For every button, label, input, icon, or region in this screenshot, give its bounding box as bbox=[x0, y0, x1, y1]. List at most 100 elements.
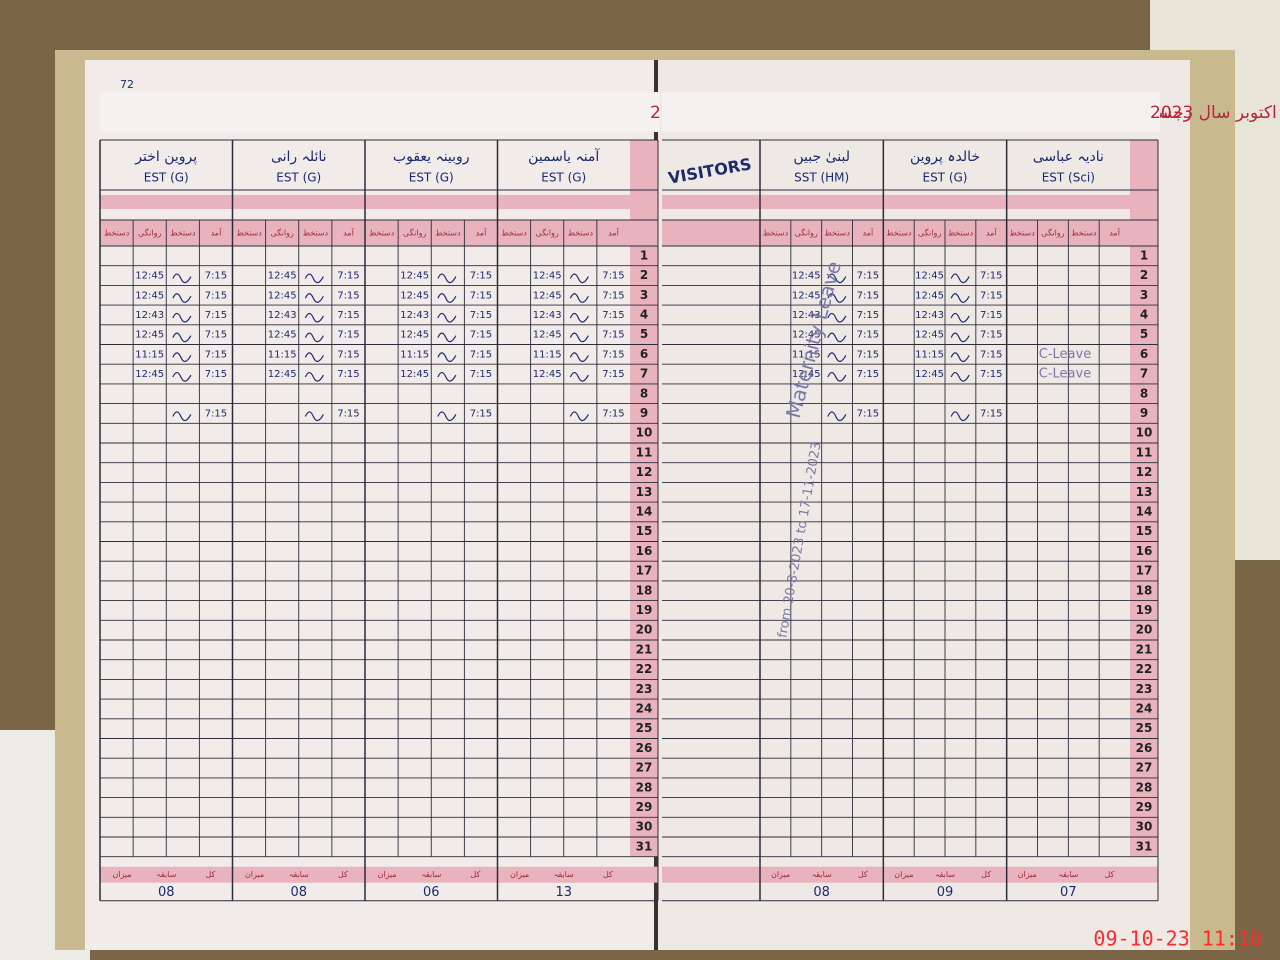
time-in: 7:15 bbox=[857, 330, 879, 341]
day-number: 25 bbox=[1136, 721, 1153, 735]
signature bbox=[437, 352, 457, 362]
page-number: 72 bbox=[120, 78, 134, 91]
summary-head: کل bbox=[338, 870, 348, 879]
day-number: 6 bbox=[1140, 347, 1148, 361]
signature bbox=[172, 352, 192, 362]
day-number: 4 bbox=[640, 307, 648, 321]
day-number: 8 bbox=[1140, 386, 1148, 400]
time-in: 7:15 bbox=[857, 349, 879, 360]
signature bbox=[437, 293, 457, 303]
time-out: 12:45 bbox=[533, 271, 562, 282]
time-in: 7:15 bbox=[602, 310, 624, 321]
day-number: 15 bbox=[1136, 524, 1153, 538]
day-number: 22 bbox=[1136, 662, 1153, 676]
time-out: 12:45 bbox=[268, 330, 297, 341]
signature bbox=[304, 273, 324, 284]
signature bbox=[827, 352, 847, 362]
column-head: دستخط bbox=[948, 229, 974, 238]
time-in: 7:15 bbox=[980, 408, 1002, 419]
time-out: 12:45 bbox=[400, 271, 429, 282]
time-out: 12:45 bbox=[268, 271, 297, 282]
time-out: 12:43 bbox=[533, 310, 562, 321]
time-out: 12:45 bbox=[792, 369, 821, 380]
column-head: آمد bbox=[476, 228, 487, 238]
column-head: دستخط bbox=[886, 229, 912, 238]
signature bbox=[950, 293, 970, 303]
summary-head: میزان bbox=[377, 870, 396, 879]
summary-head: سابقہ bbox=[289, 870, 309, 879]
day-number: 13 bbox=[636, 485, 653, 499]
day-number: 17 bbox=[1136, 564, 1153, 578]
day-number: 19 bbox=[1136, 603, 1153, 617]
time-out: 11:15 bbox=[915, 349, 944, 360]
c-leave: C-Leave bbox=[1039, 367, 1091, 382]
column-head: دستخط bbox=[104, 229, 130, 238]
day-number: 26 bbox=[636, 741, 653, 755]
column-head: دستخط bbox=[303, 229, 329, 238]
time-out: 12:45 bbox=[268, 290, 297, 301]
day-number: 4 bbox=[1140, 307, 1148, 321]
summary-pink bbox=[100, 866, 658, 883]
day-number: 30 bbox=[636, 820, 653, 834]
summary-head: میزان bbox=[894, 870, 913, 879]
timestamp: 09-10-23 11:10 bbox=[1093, 927, 1262, 951]
signature bbox=[304, 332, 324, 343]
teacher-name: خالدہ پروین bbox=[910, 149, 980, 165]
signature bbox=[950, 312, 970, 323]
time-out: 12:45 bbox=[135, 290, 164, 301]
day-number: 3 bbox=[640, 288, 648, 302]
time-in: 7:15 bbox=[980, 369, 1002, 380]
column-head: دستخط bbox=[824, 229, 850, 238]
time-in: 7:15 bbox=[337, 369, 359, 380]
time-out: 12:45 bbox=[533, 330, 562, 341]
teacher-post: EST (G) bbox=[541, 171, 586, 185]
time-in: 7:15 bbox=[857, 310, 879, 321]
day-number: 27 bbox=[1136, 761, 1153, 775]
time-in: 7:15 bbox=[980, 271, 1002, 282]
teacher-name: نائلہ رانی bbox=[271, 149, 327, 165]
time-out: 12:45 bbox=[135, 330, 164, 341]
time-in: 7:15 bbox=[470, 290, 492, 301]
signature bbox=[569, 293, 589, 303]
colhead-pink bbox=[662, 220, 1130, 246]
time-in: 7:15 bbox=[980, 330, 1002, 341]
day-number: 12 bbox=[636, 465, 653, 479]
time-in: 7:15 bbox=[857, 271, 879, 282]
time-in: 7:15 bbox=[337, 271, 359, 282]
signature bbox=[950, 273, 970, 284]
summary-head: میزان bbox=[771, 870, 790, 879]
time-out: 12:45 bbox=[533, 369, 562, 380]
time-out: 12:45 bbox=[915, 271, 944, 282]
day-number: 17 bbox=[636, 564, 653, 578]
time-in: 7:15 bbox=[470, 369, 492, 380]
time-out: 12:45 bbox=[915, 290, 944, 301]
time-out: 11:15 bbox=[792, 349, 821, 360]
time-in: 7:15 bbox=[980, 290, 1002, 301]
column-head: دستخط bbox=[568, 229, 594, 238]
summary-head: سابقہ bbox=[421, 870, 441, 879]
day-number: 12 bbox=[1136, 465, 1153, 479]
signature bbox=[437, 312, 457, 323]
summary-head: میزان bbox=[245, 870, 264, 879]
summary-head: کل bbox=[205, 870, 215, 879]
signature bbox=[172, 411, 192, 422]
teacher-name: روبینہ یعقوب bbox=[393, 149, 470, 165]
column-head: آمد bbox=[343, 228, 354, 238]
day-number: 1 bbox=[1140, 248, 1148, 262]
time-in: 7:15 bbox=[337, 310, 359, 321]
time-in: 7:15 bbox=[205, 271, 227, 282]
summary-head: کل bbox=[981, 870, 991, 879]
summary-head: سابقہ bbox=[156, 870, 176, 879]
time-out: 12:45 bbox=[400, 290, 429, 301]
time-in: 7:15 bbox=[602, 330, 624, 341]
teacher-total: 08 bbox=[158, 885, 175, 900]
time-out: 12:43 bbox=[792, 310, 821, 321]
column-head: دستخط bbox=[1009, 229, 1035, 238]
summary-head: کل bbox=[1105, 870, 1115, 879]
time-out: 12:45 bbox=[533, 290, 562, 301]
summary-head: سابقہ bbox=[812, 870, 832, 879]
time-in: 7:15 bbox=[205, 290, 227, 301]
title-band bbox=[662, 92, 1160, 132]
day-number: 16 bbox=[636, 544, 653, 558]
